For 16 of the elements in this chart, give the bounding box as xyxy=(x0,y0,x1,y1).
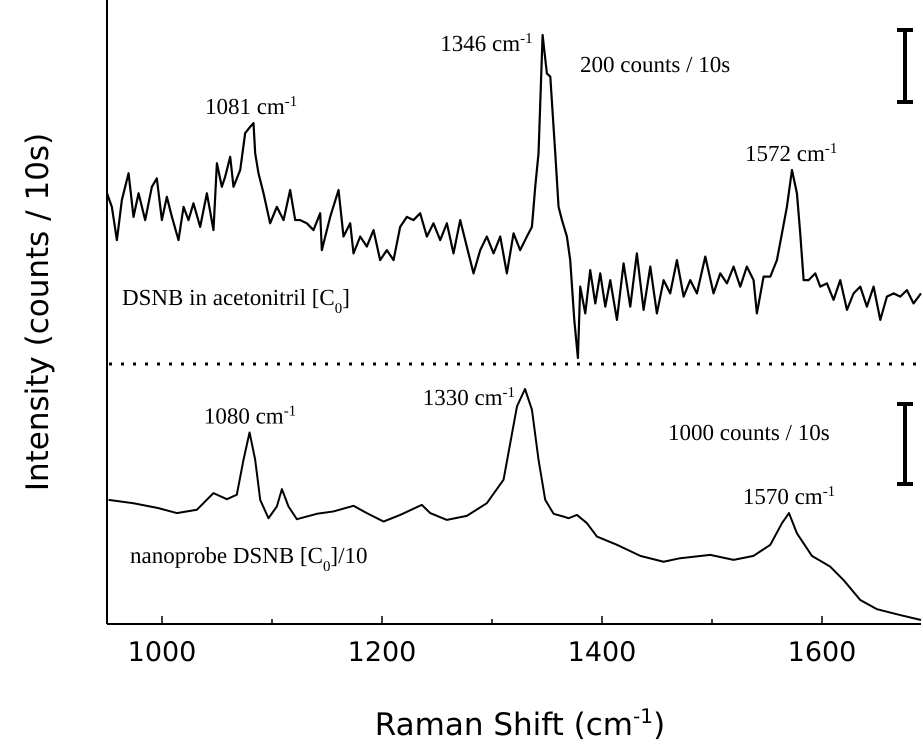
annotation: 1346 cm$^{-1}$ xyxy=(440,31,533,56)
annotation: 1081 cm$^{-1}$ xyxy=(204,94,298,120)
annotation: 1572 cm$^{-1}$ xyxy=(745,141,838,166)
x-axis-title: Raman Shift (cm$^{-1}$) xyxy=(374,704,666,743)
annotation: 1000 counts / 10s xyxy=(668,420,830,445)
x-tick-label: 1200 xyxy=(348,637,416,668)
annotation: DSNB in acetonitril [C$_{0}$] xyxy=(122,285,350,317)
x-tick-label: 1600 xyxy=(788,637,856,668)
y-axis-title: Intensity (counts / 10s) xyxy=(20,132,56,492)
annotation: 200 counts / 10s xyxy=(580,52,730,77)
annotation: 1080 cm$^{-1}$ xyxy=(204,403,296,428)
x-tick-label: 1000 xyxy=(128,637,196,668)
x-tick-label: 1400 xyxy=(568,637,636,668)
annotation: 1330 cm$^{-1}$ xyxy=(422,385,515,410)
annotation: 1570 cm$^{-1}$ xyxy=(742,484,836,510)
annotation: nanoprobe DSNB [C$_{0}$]/10 xyxy=(130,543,368,575)
